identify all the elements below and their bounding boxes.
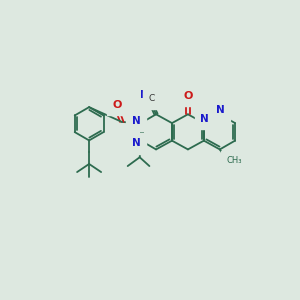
Text: N: N xyxy=(200,114,209,124)
Text: O: O xyxy=(112,100,122,110)
Text: CH₃: CH₃ xyxy=(226,157,242,166)
Text: N: N xyxy=(132,116,141,126)
Text: C: C xyxy=(149,94,155,103)
Text: N: N xyxy=(140,90,149,100)
Text: N: N xyxy=(132,138,141,148)
Text: N: N xyxy=(216,105,225,116)
Text: O: O xyxy=(183,91,193,101)
